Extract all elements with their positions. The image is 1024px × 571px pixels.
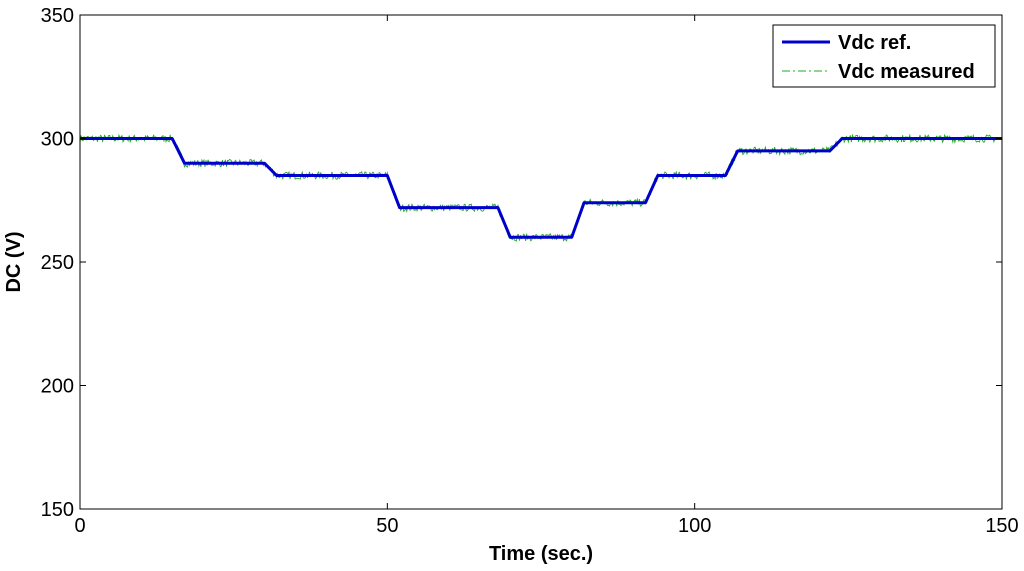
x-tick-label: 0 — [74, 515, 85, 537]
x-axis-label: Time (sec.) — [489, 543, 593, 565]
series-measured-line — [79, 133, 1003, 242]
y-axis-label: DC (V) — [3, 231, 25, 292]
x-tick-label: 100 — [678, 515, 711, 537]
series-measured-group — [79, 133, 1003, 242]
y-tick-label: 250 — [41, 252, 74, 274]
legend: Vdc ref. Vdc measured — [772, 24, 996, 88]
legend-label-measured: Vdc measured — [838, 61, 975, 83]
y-tick-label: 300 — [41, 129, 74, 151]
x-tick-label: 50 — [376, 515, 398, 537]
y-tick-label: 200 — [41, 376, 74, 398]
y-tick-label: 350 — [41, 5, 74, 27]
y-tick-label: 150 — [41, 499, 74, 521]
axis-ticks: 0 50 100 150 150 200 250 300 350 — [41, 5, 1019, 537]
series-ref-line — [80, 137, 1002, 239]
legend-box — [772, 24, 996, 88]
legend-label-ref: Vdc ref. — [838, 32, 911, 54]
x-tick-label: 150 — [985, 515, 1018, 537]
series-ref-group — [80, 137, 1002, 239]
